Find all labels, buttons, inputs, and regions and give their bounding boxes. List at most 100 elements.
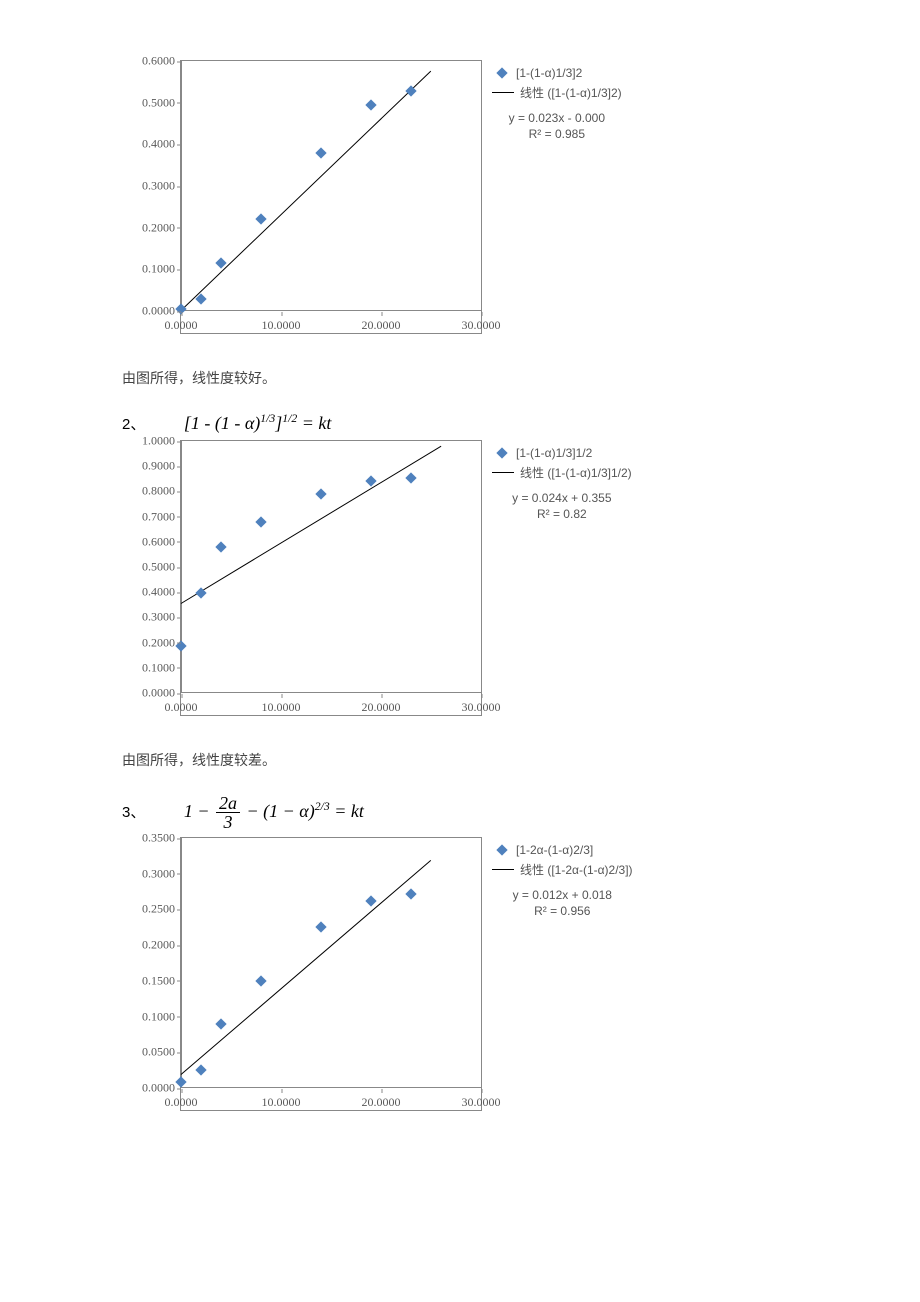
data-point xyxy=(315,922,326,933)
line-icon xyxy=(492,869,514,870)
y-tick: 0.5000 xyxy=(125,95,175,110)
y-tick: 0.1000 xyxy=(125,660,175,675)
y-tick: 0.1000 xyxy=(125,262,175,277)
data-point xyxy=(175,1077,186,1088)
data-point xyxy=(215,1018,226,1029)
eq-number-3: 3、 xyxy=(122,804,145,821)
data-point xyxy=(365,99,376,110)
legend-trend-row: 线性 ([1-2α-(1-α)2/3]) xyxy=(492,861,633,878)
chart1-block: 0.00000.10000.20000.30000.40000.50000.60… xyxy=(120,60,920,388)
line-icon xyxy=(492,472,514,473)
y-tick: 0.2000 xyxy=(125,635,175,650)
y-tick: 0.2000 xyxy=(125,938,175,953)
trend-equation: y = 0.012x + 0.018 xyxy=(492,888,633,904)
data-point xyxy=(315,147,326,158)
chart2-legend: [1-(1-α)1/3]1/2 线性 ([1-(1-α)1/3]1/2) y =… xyxy=(482,440,632,522)
data-point xyxy=(215,541,226,552)
chart2-area: 0.00000.10000.20000.30000.40000.50000.60… xyxy=(180,440,482,716)
data-point xyxy=(365,895,376,906)
chart2-caption: 由图所得，线性度较差。 xyxy=(122,750,920,770)
chart1-plot xyxy=(181,61,481,311)
legend-trend-row: 线性 ([1-(1-α)1/3]1/2) xyxy=(492,464,632,481)
trendline xyxy=(181,445,442,603)
legend-series-label: [1-(1-α)1/3]2 xyxy=(516,66,582,80)
y-tick: 0.3500 xyxy=(125,831,175,846)
legend-trend-label: 线性 ([1-(1-α)1/3]1/2) xyxy=(520,464,632,481)
legend-series-row: [1-2α-(1-α)2/3] xyxy=(492,843,633,857)
data-point xyxy=(405,85,416,96)
y-tick: 1.0000 xyxy=(125,434,175,449)
data-point xyxy=(195,1064,206,1075)
y-tick: 0.5000 xyxy=(125,560,175,575)
y-tick: 0.2000 xyxy=(125,220,175,235)
line-icon xyxy=(492,92,514,93)
legend-equation: y = 0.012x + 0.018 R² = 0.956 xyxy=(492,888,633,919)
data-point xyxy=(255,975,266,986)
x-tick: 0.0000 xyxy=(165,1095,198,1110)
eq-3-formula: 1 − 2a3 − (1 − α)2/3 = kt xyxy=(184,801,364,821)
data-point xyxy=(255,516,266,527)
chart2-wrap: 0.0000 0.1000 0.2000 0.3000 0.4000 0.5000 0.60… xyxy=(120,440,920,716)
equation-3-header: 3、 1 − 2a3 − (1 − α)2/3 = kt xyxy=(122,794,920,831)
x-tick: 10.0000 xyxy=(262,1095,301,1110)
legend-trend-row: 线性 ([1-(1-α)1/3]2) xyxy=(492,84,622,101)
chart1-area: 0.00000.10000.20000.30000.40000.50000.60… xyxy=(180,60,482,334)
x-tick: 20.0000 xyxy=(362,318,401,333)
legend-series-label: [1-2α-(1-α)2/3] xyxy=(516,843,593,857)
x-tick: 0.0000 xyxy=(165,700,198,715)
trend-equation: y = 0.023x - 0.000 xyxy=(492,111,622,127)
legend-trend-label: 线性 ([1-(1-α)1/3]2) xyxy=(520,84,622,101)
x-tick: 0.0000 xyxy=(165,318,198,333)
x-tick: 10.0000 xyxy=(262,318,301,333)
data-point xyxy=(255,214,266,225)
eq-2-formula: [1 - (1 - α)1/3]1/2 = kt xyxy=(184,413,332,433)
x-tick: 10.0000 xyxy=(262,700,301,715)
chart1-caption: 由图所得，线性度较好。 xyxy=(122,368,920,388)
legend-equation: y = 0.024x + 0.355 R² = 0.82 xyxy=(492,491,632,522)
r-squared: R² = 0.985 xyxy=(492,127,622,143)
y-tick: 0.3000 xyxy=(125,866,175,881)
chart3-block: 0.00000.05000.10000.15000.20000.25000.30… xyxy=(120,837,920,1111)
data-point xyxy=(405,888,416,899)
legend-equation: y = 0.023x - 0.000 R² = 0.985 xyxy=(492,111,622,142)
y-tick: 0.4000 xyxy=(125,585,175,600)
x-tick: 20.0000 xyxy=(362,700,401,715)
diamond-icon xyxy=(496,447,507,458)
y-tick: 0.0000 xyxy=(125,686,175,701)
y-tick: 0.8000 xyxy=(125,484,175,499)
chart1-legend: [1-(1-α)1/3]2 线性 ([1-(1-α)1/3]2) y = 0.0… xyxy=(482,60,622,142)
legend-series-label: [1-(1-α)1/3]1/2 xyxy=(516,446,592,460)
r-squared: R² = 0.956 xyxy=(492,904,633,920)
data-point xyxy=(315,488,326,499)
y-tick: 0.3000 xyxy=(125,610,175,625)
y-tick: 0.1000 xyxy=(125,1009,175,1024)
x-tick: 30.0000 xyxy=(462,700,501,715)
chart3-legend: [1-2α-(1-α)2/3] 线性 ([1-2α-(1-α)2/3]) y =… xyxy=(482,837,633,919)
chart3-plot xyxy=(181,838,481,1088)
chart3-area: 0.00000.05000.10000.15000.20000.25000.30… xyxy=(180,837,482,1111)
y-tick: 0.6000 xyxy=(125,534,175,549)
trendline xyxy=(181,71,432,311)
legend-series-row: [1-(1-α)1/3]2 xyxy=(492,66,622,80)
y-tick: 0.7000 xyxy=(125,509,175,524)
x-tick: 30.0000 xyxy=(462,318,501,333)
equation-2-header: 2、 [1 - (1 - α)1/3]1/2 = kt xyxy=(122,412,920,434)
diamond-icon xyxy=(496,67,507,78)
legend-series-row: [1-(1-α)1/3]1/2 xyxy=(492,446,632,460)
x-tick: 20.0000 xyxy=(362,1095,401,1110)
y-tick: 0.3000 xyxy=(125,179,175,194)
y-tick: 0.9000 xyxy=(125,459,175,474)
y-tick: 0.0000 xyxy=(125,1081,175,1096)
y-tick: 0.4000 xyxy=(125,137,175,152)
y-tick: 0.0000 xyxy=(125,304,175,319)
y-tick: 0.1500 xyxy=(125,973,175,988)
r-squared: R² = 0.82 xyxy=(492,507,632,523)
diamond-icon xyxy=(496,844,507,855)
x-tick: 30.0000 xyxy=(462,1095,501,1110)
trend-equation: y = 0.024x + 0.355 xyxy=(492,491,632,507)
y-tick: 0.0500 xyxy=(125,1045,175,1060)
chart1-wrap: 0.00000.10000.20000.30000.40000.50000.60… xyxy=(120,60,920,334)
y-tick: 0.6000 xyxy=(125,54,175,69)
legend-trend-label: 线性 ([1-2α-(1-α)2/3]) xyxy=(520,861,633,878)
data-point xyxy=(405,472,416,483)
